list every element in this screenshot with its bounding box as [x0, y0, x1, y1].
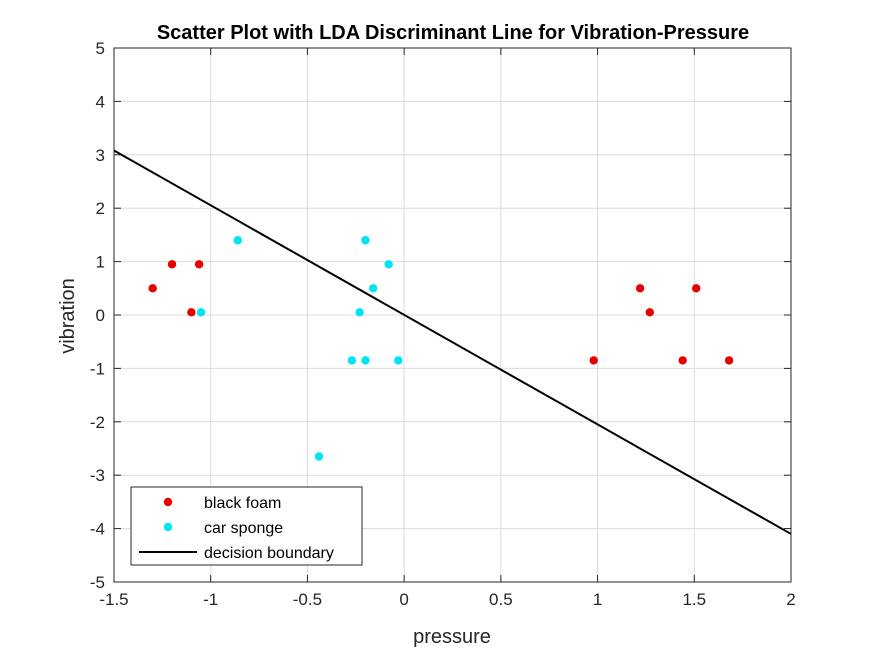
y-tick-label: 4 [96, 92, 105, 111]
point-black-foam [194, 260, 204, 269]
x-tick-label: -1 [203, 590, 218, 609]
point-black-foam [167, 260, 177, 269]
y-tick-label: 3 [96, 146, 105, 165]
x-tick-label: -1.5 [99, 590, 128, 609]
legend-label-black-foam: black foam [204, 495, 281, 512]
point-black-foam [589, 356, 598, 365]
point-car-sponge [384, 260, 393, 269]
grid [113, 47, 792, 583]
y-tick-label: 2 [96, 199, 105, 218]
legend-marker-car-sponge [163, 522, 173, 532]
x-tick-label: 1.5 [682, 590, 706, 609]
legend-label-decision-boundary: decision boundary [204, 545, 334, 562]
data-points [148, 236, 734, 461]
point-black-foam [692, 284, 701, 293]
point-car-sponge [361, 236, 370, 245]
y-tick-label: -1 [90, 359, 105, 378]
decision-boundary-line [113, 149, 792, 535]
point-black-foam [187, 308, 196, 317]
legend-label-car-sponge: car sponge [204, 520, 283, 537]
point-black-foam [678, 356, 687, 365]
point-black-foam [148, 284, 157, 293]
point-black-foam [635, 284, 645, 293]
y-tick-label: -2 [90, 413, 105, 432]
y-tick-label: 0 [96, 306, 105, 325]
y-tick-label: 5 [96, 39, 105, 58]
point-car-sponge [394, 356, 403, 365]
x-tick-label: 2 [786, 590, 795, 609]
point-car-sponge [361, 356, 370, 365]
point-car-sponge [347, 356, 357, 365]
x-tick-label: 0 [399, 590, 408, 609]
point-car-sponge [314, 452, 324, 461]
legend: black foam car sponge decision boundary [130, 486, 363, 566]
point-car-sponge [233, 236, 242, 245]
y-tick-label: 1 [96, 253, 105, 272]
point-black-foam [724, 356, 734, 365]
x-axis-label: pressure [413, 626, 491, 648]
point-car-sponge [196, 308, 206, 317]
legend-marker-black-foam [163, 497, 173, 507]
x-tick-label: 0.5 [489, 590, 513, 609]
axis-ticks: -1.5 -1 -0.5 0 0.5 1 1.5 2 -5 -4 -3 -2 -1 0 1 2 3 4 5 [90, 39, 796, 609]
y-tick-label: -3 [90, 466, 105, 485]
point-black-foam [645, 308, 654, 317]
point-car-sponge [355, 308, 364, 317]
y-axis-label: vibration [57, 278, 79, 354]
y-tick-label: -5 [90, 573, 105, 592]
decision-boundary-layer [113, 149, 792, 535]
y-tick-label: -4 [90, 520, 105, 539]
point-car-sponge [368, 284, 378, 293]
x-tick-label: 1 [593, 590, 602, 609]
chart-title: Scatter Plot with LDA Discriminant Line … [157, 22, 749, 44]
x-tick-label: -0.5 [293, 590, 322, 609]
